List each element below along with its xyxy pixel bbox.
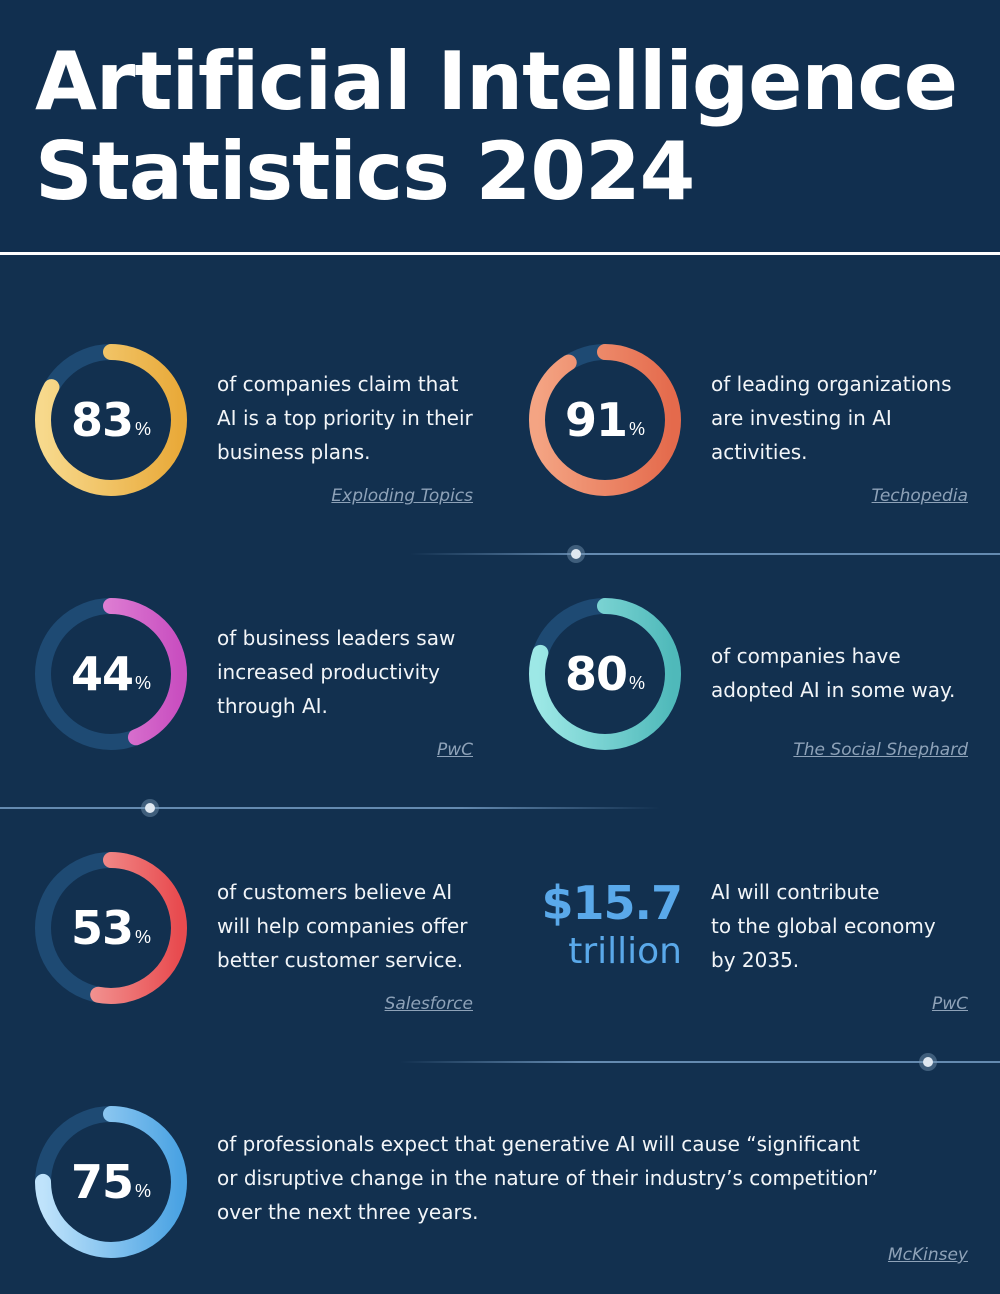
stat-text-line: by 2035. xyxy=(711,948,800,972)
stat-description: of business leaders saw increased produc… xyxy=(217,621,455,723)
ring-progress-arc xyxy=(529,344,681,496)
source-link[interactable]: PwC xyxy=(436,740,473,760)
stat-description: of companies claim that AI is a top prio… xyxy=(217,367,473,469)
stat-text-line: or disruptive change in the nature of th… xyxy=(217,1166,878,1190)
stat-text-line: are investing in AI xyxy=(711,406,892,430)
page-title-line-1: Artificial Intelligence xyxy=(35,35,958,128)
stat-text-line: of business leaders saw xyxy=(217,626,456,650)
stat-description: of leading organizations are investing i… xyxy=(711,367,952,469)
stat-text-line: to the global economy xyxy=(711,914,936,938)
stat-text-line: adopted AI in some way. xyxy=(711,678,956,702)
section-divider xyxy=(0,807,660,809)
stat-text-line: of companies claim that xyxy=(217,372,459,396)
ring-progress-arc xyxy=(35,598,187,750)
stat-ring-91: 91% xyxy=(527,342,683,498)
economy-figure: $15.7 trillion xyxy=(540,874,683,972)
stat-unit: % xyxy=(629,672,646,693)
stat-value: 44 xyxy=(70,647,134,701)
ring-progress-arc xyxy=(35,344,187,496)
economy-amount: $15.7 xyxy=(541,876,683,930)
stat-text-line: of professionals expect that generative … xyxy=(217,1132,860,1156)
stat-description: of customers believe AI will help compan… xyxy=(217,875,468,977)
stat-ring-75: 75% xyxy=(33,1104,189,1260)
stat-text-line: AI will contribute xyxy=(711,880,880,904)
stat-ring-44: 44% xyxy=(33,596,189,752)
title-banner: Artificial Intelligence Statistics 2024 xyxy=(0,0,1000,252)
section-divider xyxy=(410,553,1000,555)
divider-dot xyxy=(923,1057,933,1067)
stat-ring-83: 83% xyxy=(33,342,189,498)
page-title-line-2: Statistics 2024 xyxy=(35,125,695,218)
source-link[interactable]: Techopedia xyxy=(871,486,968,506)
stat-ring-80: 80% xyxy=(527,596,683,752)
ring-progress-arc xyxy=(529,598,681,750)
source-link[interactable]: PwC xyxy=(931,994,968,1014)
stat-unit: % xyxy=(135,418,152,439)
title-divider xyxy=(0,252,1000,255)
stat-text-line: through AI. xyxy=(217,694,328,718)
stat-text-line: AI is a top priority in their xyxy=(217,406,473,430)
section-divider xyxy=(400,1061,1000,1063)
stat-value: 53 xyxy=(70,901,134,955)
ring-progress-arc xyxy=(35,1106,187,1258)
economy-description: AI will contribute to the global economy… xyxy=(711,875,936,977)
stat-text-line: of companies have xyxy=(711,644,901,668)
source-link[interactable]: Salesforce xyxy=(384,994,473,1014)
stat-text-line: over the next three years. xyxy=(217,1200,479,1224)
stat-unit: % xyxy=(629,418,646,439)
stat-text-line: of leading organizations xyxy=(711,372,952,396)
stat-unit: % xyxy=(135,1180,152,1201)
economy-unit: trillion xyxy=(568,931,682,972)
stat-value: 91 xyxy=(564,393,628,447)
source-link[interactable]: Exploding Topics xyxy=(331,486,473,506)
stat-description: of professionals expect that generative … xyxy=(217,1127,878,1229)
stat-text-line: of customers believe AI xyxy=(217,880,453,904)
stat-value: 80 xyxy=(564,647,628,701)
stat-value: 75 xyxy=(70,1155,134,1209)
stat-text-line: business plans. xyxy=(217,440,371,464)
stat-text-line: activities. xyxy=(711,440,808,464)
source-link[interactable]: McKinsey xyxy=(887,1245,968,1265)
stat-ring-53: 53% xyxy=(33,850,189,1006)
stat-value: 83 xyxy=(70,393,134,447)
stat-text-line: better customer service. xyxy=(217,948,464,972)
stat-unit: % xyxy=(135,926,152,947)
divider-dot xyxy=(571,549,581,559)
stat-text-line: will help companies offer xyxy=(217,914,468,938)
stat-text-line: increased productivity xyxy=(217,660,440,684)
stat-unit: % xyxy=(135,672,152,693)
source-link[interactable]: The Social Shephard xyxy=(793,740,968,760)
ring-progress-arc xyxy=(35,852,187,1004)
stat-description: of companies have adopted AI in some way… xyxy=(711,639,955,707)
divider-dot xyxy=(145,803,155,813)
